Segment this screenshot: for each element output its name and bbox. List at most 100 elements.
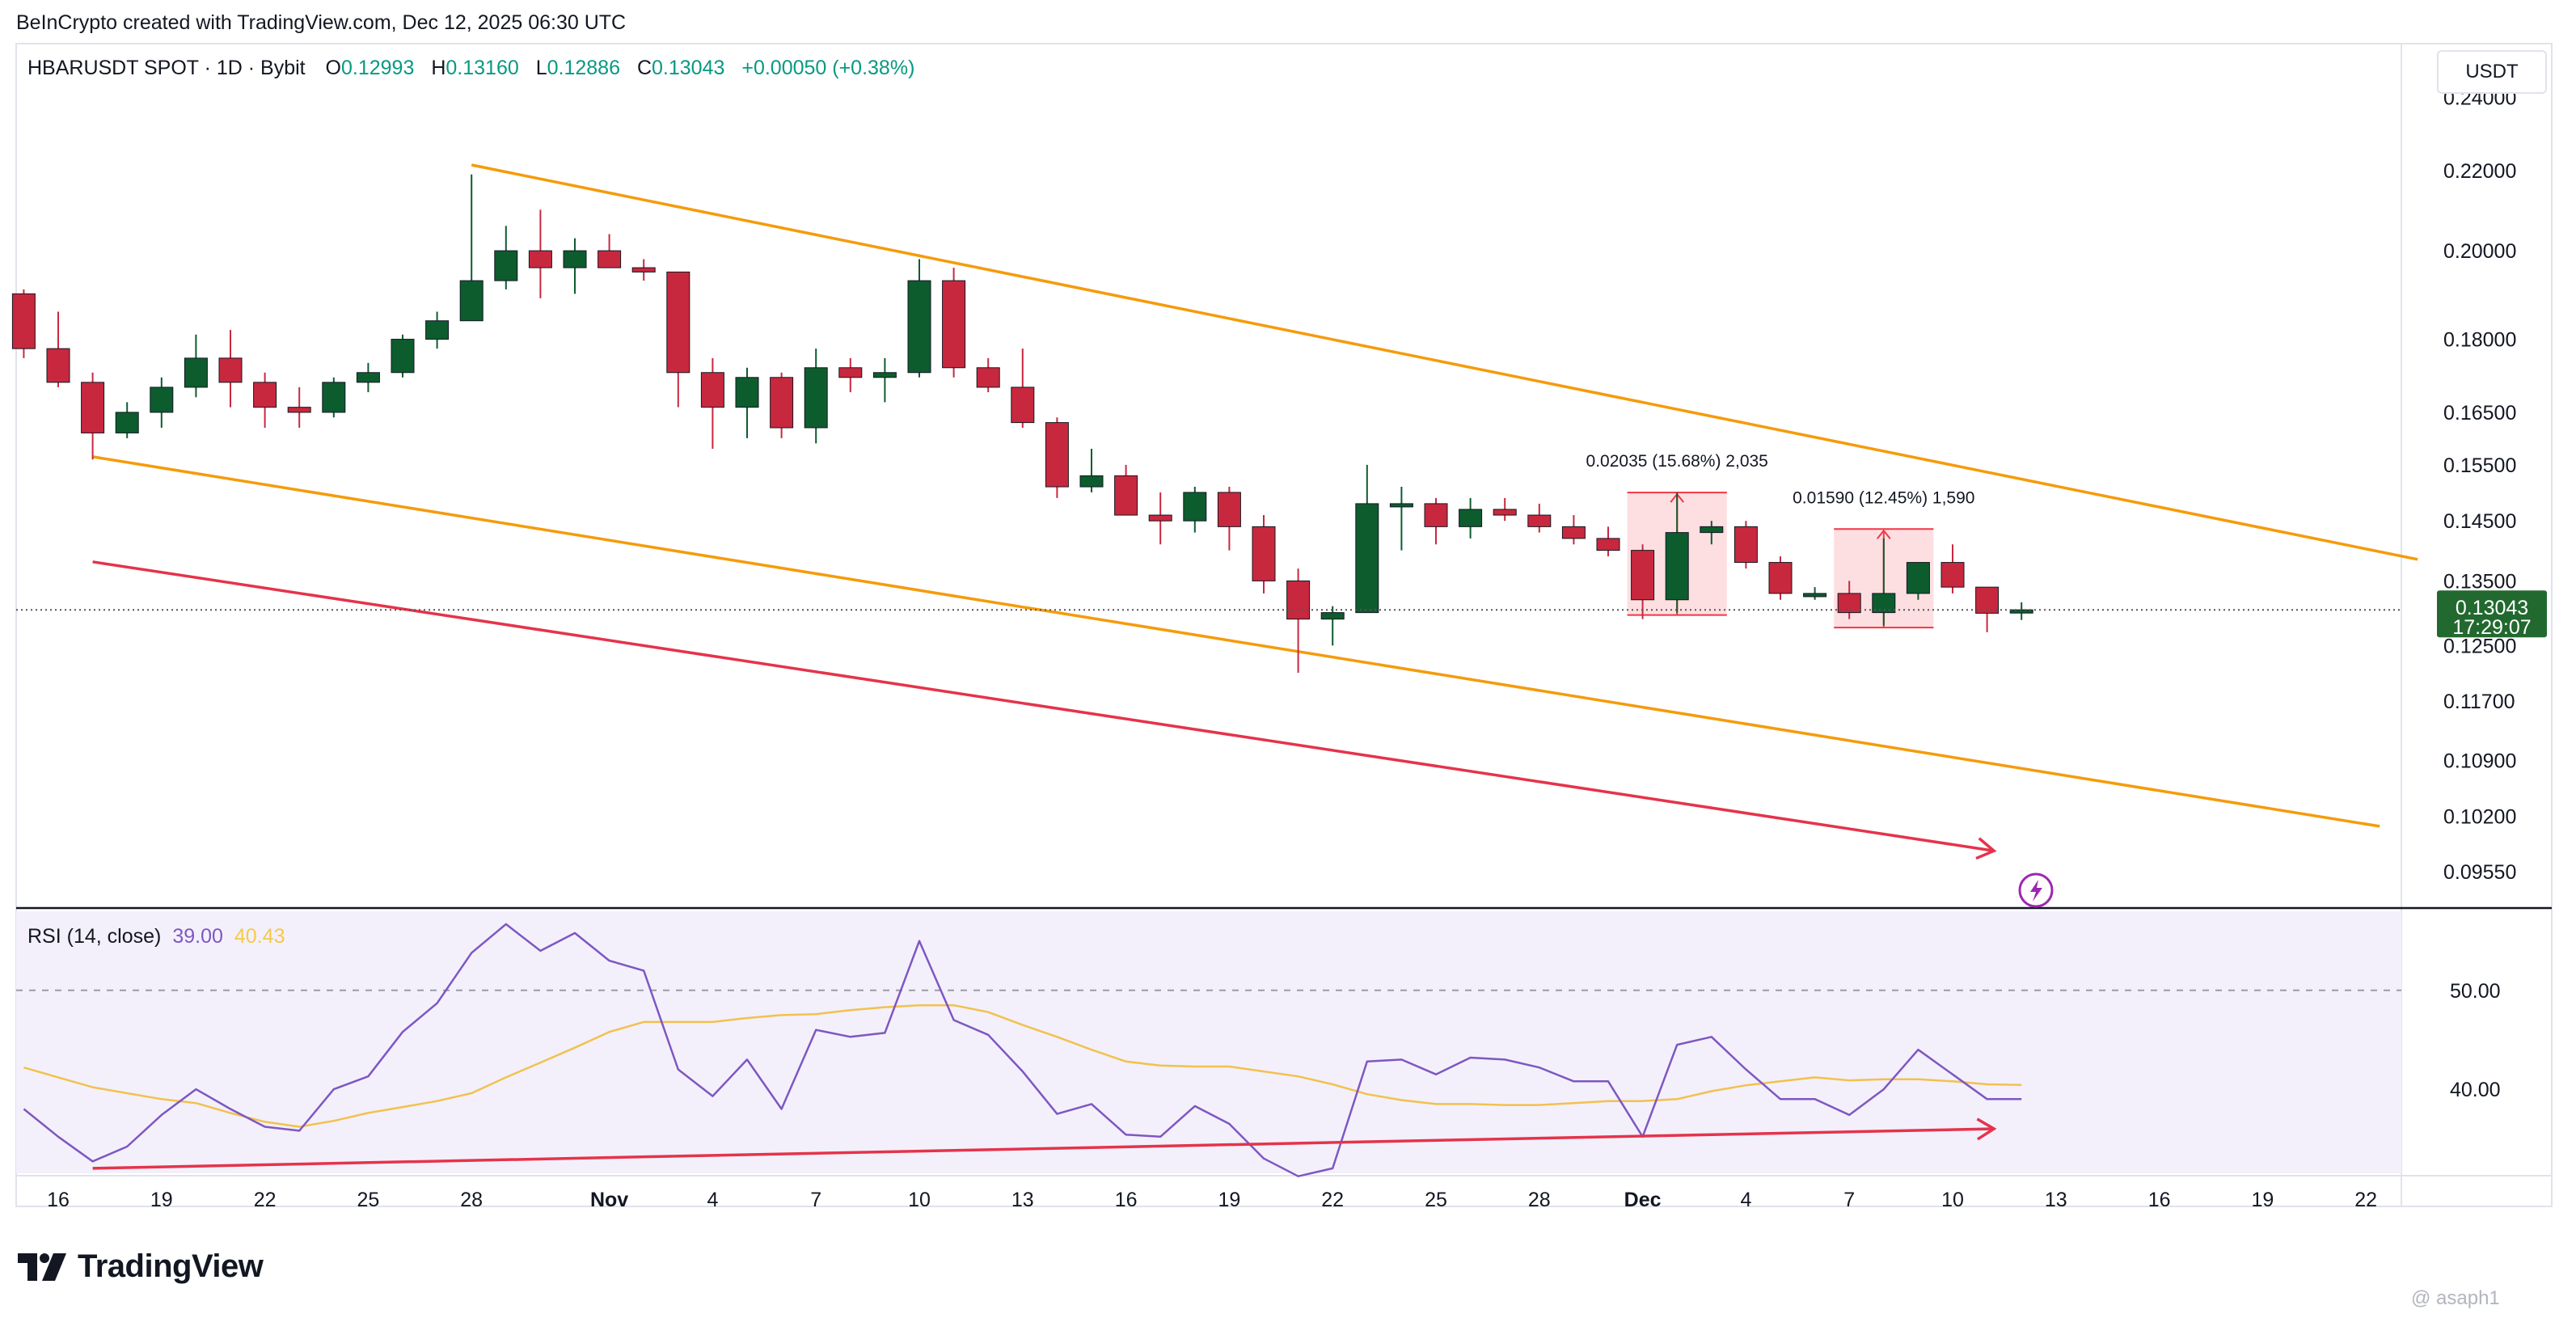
candle-body — [1561, 526, 1586, 539]
candle-body — [666, 271, 690, 374]
candle-body — [907, 280, 931, 374]
candle-up — [1906, 562, 1930, 600]
time-tick-label: 16 — [47, 1189, 70, 1211]
candle-up — [425, 311, 450, 349]
candle-up — [356, 362, 380, 393]
candle-body — [46, 348, 70, 383]
time-tick-label: 7 — [810, 1189, 821, 1211]
candle-body — [838, 367, 863, 378]
candle-body — [1424, 503, 1448, 527]
candle-up — [184, 334, 208, 398]
candle-body — [1906, 562, 1930, 594]
candle-up — [1079, 448, 1104, 492]
candle-body — [1459, 509, 1483, 527]
candle-down — [1148, 492, 1172, 545]
candle-body — [770, 377, 794, 429]
trend-lines — [92, 163, 2418, 860]
candle-up — [563, 238, 587, 294]
rsi-tick-label: 50.00 — [2450, 980, 2501, 1003]
candle-down — [1596, 526, 1620, 557]
time-tick-label: 19 — [1218, 1189, 1240, 1211]
current-price-label-bg — [2437, 590, 2547, 638]
candle-down — [1011, 349, 1035, 429]
lightning-icon — [2018, 872, 2054, 908]
candle-up — [1320, 606, 1345, 646]
price-tick-label: 0.09550 — [2443, 861, 2516, 884]
price-divergence-line-arrowhead — [1975, 837, 1997, 860]
open-label: O — [325, 57, 341, 79]
tradingview-logo-text: TradingView — [78, 1248, 264, 1284]
candle-body — [942, 280, 966, 369]
tradingview-logo[interactable]: TradingView — [18, 1248, 264, 1285]
watermark: @ asaph1 — [2411, 1287, 2500, 1309]
candle-up — [907, 259, 931, 378]
time-tick-label: 10 — [908, 1189, 931, 1211]
candle-body — [391, 339, 415, 374]
measure-box-arrowhead — [1877, 529, 1891, 539]
time-tick-label: 25 — [357, 1189, 379, 1211]
candle-body — [253, 382, 277, 408]
rsi-tick-label: 40.00 — [2450, 1079, 2501, 1101]
time-tick-label: 22 — [1321, 1189, 1344, 1211]
measure-box-label: 0.02035 (15.68%) 2,035 — [1586, 452, 1768, 471]
candle-down — [1114, 464, 1138, 516]
candle-body — [1975, 586, 2000, 614]
candle-body — [1665, 532, 1689, 601]
rsi-divergence-line-arrowhead — [1976, 1117, 1997, 1141]
time-tick-label: 13 — [1011, 1189, 1034, 1211]
rsi-ma-value: 40.43 — [234, 925, 285, 948]
candle-down — [1940, 544, 1965, 594]
candle-body — [563, 250, 587, 268]
time-tick-label: 13 — [2045, 1189, 2067, 1211]
candle-up — [459, 174, 484, 322]
candle-down — [1424, 497, 1448, 545]
candle-up — [2009, 602, 2033, 620]
measure-box-label: 0.01590 (12.45%) 1,590 — [1793, 488, 1974, 507]
candle-up — [1803, 587, 1827, 600]
candle-up — [115, 402, 139, 438]
time-tick-label: 7 — [1843, 1189, 1855, 1211]
time-tick-label: 4 — [1740, 1189, 1751, 1211]
symbol-label[interactable]: HBARUSDT SPOT · 1D · Bybit — [27, 57, 306, 79]
candle-down — [287, 387, 311, 429]
time-tick-label: 10 — [1941, 1189, 1964, 1211]
candle-body — [2009, 609, 2033, 614]
candle-down — [1252, 515, 1276, 594]
candle-down — [218, 330, 243, 408]
candle-down — [1527, 503, 1552, 533]
candle-up — [1459, 497, 1483, 539]
high-value: 0.13160 — [446, 57, 519, 79]
candle-body — [1872, 593, 1896, 614]
candle-body — [735, 377, 759, 408]
candle-down — [1837, 581, 1861, 619]
axes: 0.240000.220000.200000.180000.165000.155… — [47, 87, 2516, 1211]
candle-body — [1768, 562, 1793, 594]
rsi-panel — [16, 911, 2401, 1173]
price-tick-label: 0.20000 — [2443, 240, 2516, 263]
currency-button[interactable]: USDT — [2437, 50, 2547, 94]
rsi-divergence-line — [92, 1127, 1995, 1170]
candle-down — [253, 372, 277, 429]
candle-down — [942, 268, 966, 378]
candle-body — [81, 382, 105, 433]
candle-down — [976, 357, 1000, 393]
candle-body — [804, 367, 828, 429]
candle-up — [735, 367, 759, 438]
candle-body — [1803, 593, 1827, 598]
candle-body — [1700, 526, 1724, 534]
candle-down — [631, 259, 656, 281]
candle-body — [1837, 593, 1861, 614]
candle-body — [287, 407, 311, 413]
candle-body — [1114, 475, 1138, 516]
candle-body — [1148, 514, 1172, 522]
close-value: 0.13043 — [652, 57, 725, 79]
candle-body — [150, 387, 174, 413]
rsi-legend[interactable]: RSI (14, close) 39.00 40.43 — [27, 925, 285, 948]
rsi-ma-line — [23, 1003, 2022, 1128]
candle-body — [1389, 503, 1413, 508]
high-label: H — [431, 57, 446, 79]
candle-down — [838, 357, 863, 393]
candle-body — [322, 382, 346, 413]
candle-body — [1286, 580, 1311, 620]
